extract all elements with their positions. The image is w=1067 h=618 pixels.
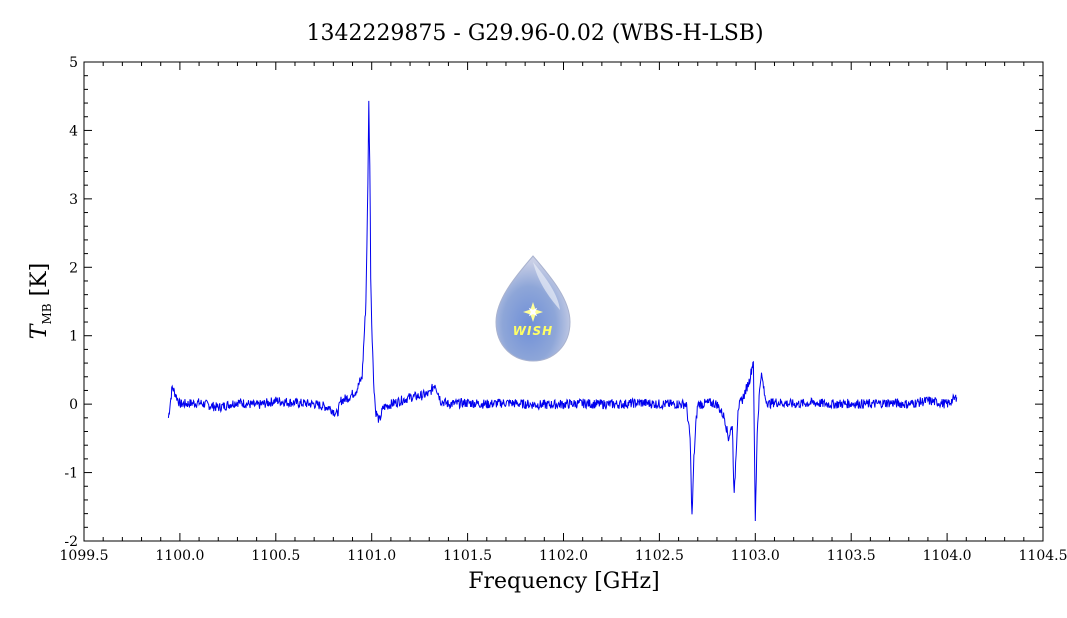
y-axis-label-sub: MB: [40, 303, 54, 324]
y-tick-label: 5: [69, 55, 78, 71]
star-icon: [523, 302, 543, 322]
x-tick-label: 1104.0: [923, 548, 972, 564]
drop-highlight: [533, 262, 560, 310]
y-axis-label: TMB [K]: [27, 263, 54, 339]
x-tick-label: 1100.0: [155, 548, 204, 564]
x-tick-label: 1104.5: [1019, 548, 1067, 564]
y-tick-label: -2: [64, 534, 78, 550]
y-tick-label: 1: [69, 329, 78, 345]
y-axis-label-main: T: [27, 322, 52, 339]
y-tick-label: -1: [64, 466, 78, 482]
spectrum-trace: [167, 100, 958, 522]
x-axis: 1099.5 1100.0 1100.5 1101.0 1101.5 1102.0 1102…: [60, 62, 1067, 564]
x-tick-label: 1103.5: [827, 548, 876, 564]
x-tick-label: 1102.0: [539, 548, 588, 564]
x-tick-label: 1103.0: [731, 548, 780, 564]
wish-logo: WISH: [495, 255, 571, 362]
y-axis-label-group: TMB [K]: [27, 263, 54, 339]
x-tick-label: 1102.5: [635, 548, 684, 564]
x-tick-label: 1100.5: [251, 548, 300, 564]
y-axis-label-unit: [K]: [27, 263, 52, 304]
chart-title: 1342229875 - G29.96-0.02 (WBS-H-LSB): [306, 21, 763, 46]
y-tick-label: 0: [69, 397, 78, 413]
logo-text: WISH: [513, 324, 553, 338]
x-tick-label: 1101.0: [347, 548, 396, 564]
x-tick-label: 1101.5: [443, 548, 492, 564]
x-axis-label: Frequency [GHz]: [468, 569, 660, 594]
y-tick-label: 3: [69, 192, 78, 208]
y-tick-label: 2: [69, 260, 78, 276]
y-tick-label: 4: [69, 123, 78, 139]
y-axis: 5 4 3 2 1 0 -1 -2: [64, 55, 1043, 550]
x-tick-label: 1099.5: [60, 548, 109, 564]
